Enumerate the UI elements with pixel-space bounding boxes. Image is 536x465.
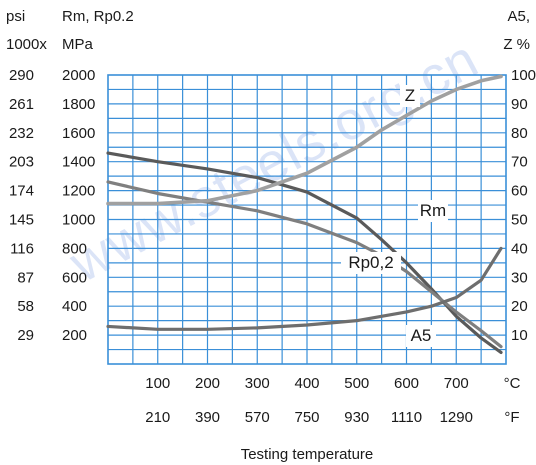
x-tick-fahrenheit: 390 <box>195 409 220 426</box>
y-tick-psi: 232 <box>9 125 34 142</box>
elongation-unit-label: A5, <box>507 8 530 25</box>
y-tick-psi: 261 <box>9 96 34 113</box>
series-label-rp0-2: Rp0,2 <box>348 253 393 272</box>
y-tick-psi: 145 <box>9 212 34 229</box>
psi-multiplier-label: 1000x <box>6 36 47 53</box>
strength-unit-label: Rm, Rp0.2 <box>62 8 134 25</box>
x-tick-celsius: 700 <box>444 375 469 392</box>
y-tick-psi: 116 <box>10 240 34 257</box>
x-axis-label: Testing temperature <box>241 446 374 463</box>
series-label-bg <box>418 200 448 222</box>
x-tick-fahrenheit: 930 <box>344 409 369 426</box>
y-tick-psi: 29 <box>17 327 34 344</box>
y-tick-psi: 58 <box>17 298 34 315</box>
y-tick-percent: 60 <box>511 183 528 200</box>
x-tick-fahrenheit: 1110 <box>391 409 422 426</box>
x-tick-celsius: 100 <box>145 375 170 392</box>
y-tick-mpa: 1800 <box>62 96 95 113</box>
y-tick-psi: 87 <box>17 269 34 286</box>
y-tick-mpa: 1000 <box>62 212 95 229</box>
series-label-bg <box>341 252 401 274</box>
y-tick-mpa: 1400 <box>62 154 95 171</box>
x-tick-fahrenheit: 210 <box>145 409 170 426</box>
y-tick-percent: 90 <box>511 96 528 113</box>
x-tick-celsius: 300 <box>245 375 270 392</box>
y-tick-percent: 40 <box>511 240 528 257</box>
y-tick-mpa: 1200 <box>62 183 95 200</box>
mpa-unit-label: MPa <box>62 36 93 53</box>
x-tick-fahrenheit: 1290 <box>440 409 473 426</box>
x-tick-celsius: 600 <box>394 375 419 392</box>
y-tick-percent: 70 <box>511 154 528 171</box>
series-line-rm <box>106 151 503 355</box>
y-tick-psi: 290 <box>9 67 34 84</box>
x-tick-celsius: 400 <box>294 375 319 392</box>
y-tick-mpa: 2000 <box>62 67 95 84</box>
series-label-z: Z <box>405 86 415 105</box>
y-tick-mpa: 400 <box>62 298 87 315</box>
y-tick-psi: 174 <box>9 183 34 200</box>
y-tick-mpa: 1600 <box>62 125 95 142</box>
x-unit-fahrenheit: °F <box>504 409 519 426</box>
y-tick-percent: 20 <box>511 298 528 315</box>
x-tick-celsius: 500 <box>344 375 369 392</box>
series-label-a5: A5 <box>411 326 432 345</box>
series-label-bg <box>406 325 436 347</box>
plot-frame <box>107 74 507 365</box>
y-tick-percent: 100 <box>511 67 536 84</box>
y-tick-mpa: 600 <box>62 269 87 286</box>
x-tick-fahrenheit: 750 <box>294 409 319 426</box>
x-tick-fahrenheit: 570 <box>245 409 270 426</box>
x-tick-celsius: 200 <box>195 375 220 392</box>
y-tick-psi: 203 <box>9 154 34 171</box>
y-tick-percent: 50 <box>511 212 528 229</box>
y-tick-percent: 30 <box>511 269 528 286</box>
percent-unit-label: Z % <box>503 36 530 53</box>
series-line-a5 <box>106 246 503 331</box>
y-tick-percent: 80 <box>511 125 528 142</box>
y-tick-percent: 10 <box>511 327 528 344</box>
x-unit-celsius: °C <box>504 375 521 392</box>
y-tick-mpa: 800 <box>62 240 87 257</box>
series-line-z <box>106 74 503 206</box>
series-label-bg <box>400 85 420 107</box>
psi-unit-label: psi <box>6 8 26 25</box>
series-label-rm: Rm <box>420 201 446 220</box>
y-tick-mpa: 200 <box>62 327 87 344</box>
